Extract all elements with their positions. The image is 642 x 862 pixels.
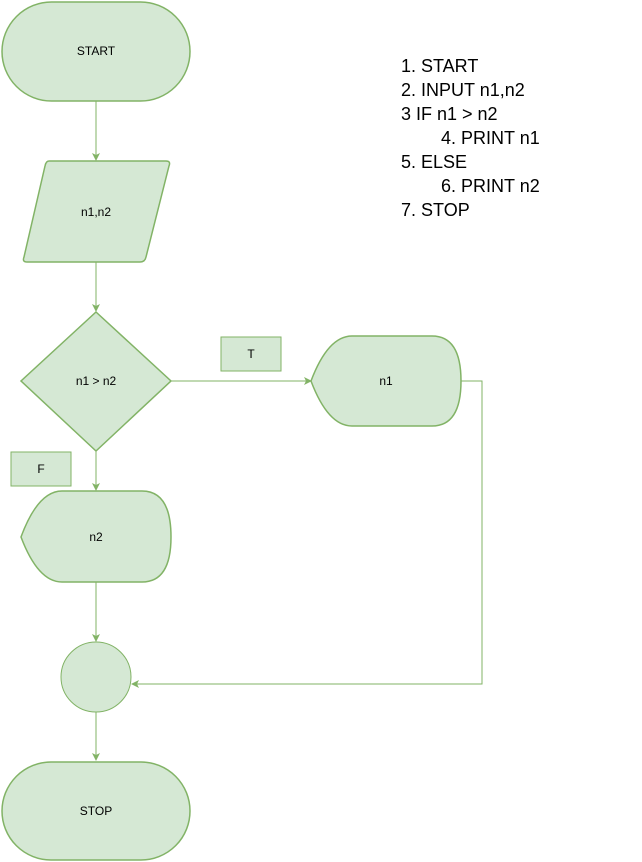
input-parallelogram: n1,n2	[22, 160, 171, 263]
start-shape	[1, 1, 191, 102]
stop-shape	[1, 761, 191, 861]
display-n2: n2	[20, 490, 172, 583]
stop-terminator: STOP	[1, 761, 191, 861]
false-label-shape	[10, 451, 72, 487]
algorithm-step-4: 4. PRINT n1	[441, 128, 540, 148]
algorithm-steps: 1. START 2. INPUT n1,n2 3 IF n1 > n2 4. …	[401, 54, 540, 222]
false-label: F	[37, 462, 44, 476]
connectors	[92, 101, 483, 761]
display-n1: n1	[310, 335, 462, 427]
display-n2-label: n2	[89, 530, 103, 544]
algorithm-step-2: 2. INPUT n1,n2	[401, 80, 525, 100]
decision-label: n1 > n2	[76, 374, 117, 388]
true-label: T	[247, 347, 255, 361]
display-n1-label: n1	[379, 374, 393, 388]
algorithm-step-1: 1. START	[401, 56, 479, 76]
algorithm-step-6: 6. PRINT n2	[441, 176, 540, 196]
algorithm-step-3: 3 IF n1 > n2	[401, 104, 498, 124]
algorithm-step-7: 7. STOP	[401, 200, 470, 220]
merge-connector	[60, 641, 132, 713]
display-n2-shape	[20, 490, 172, 583]
false-label-box: F	[10, 451, 72, 487]
algorithm-step-5: 5. ELSE	[401, 152, 468, 172]
decision-shape	[19, 310, 173, 453]
stop-label: STOP	[80, 804, 112, 818]
display-n1-shape	[310, 335, 462, 427]
decision-diamond: n1 > n2	[19, 310, 173, 453]
start-terminator: START	[1, 1, 191, 102]
connector-n1-to-merge	[131, 380, 483, 688]
start-label: START	[77, 44, 116, 58]
merge-circle	[60, 641, 132, 713]
input-shape	[22, 160, 171, 263]
input-label: n1,n2	[81, 205, 111, 219]
true-label-shape	[220, 336, 282, 372]
true-label-box: T	[220, 336, 282, 372]
